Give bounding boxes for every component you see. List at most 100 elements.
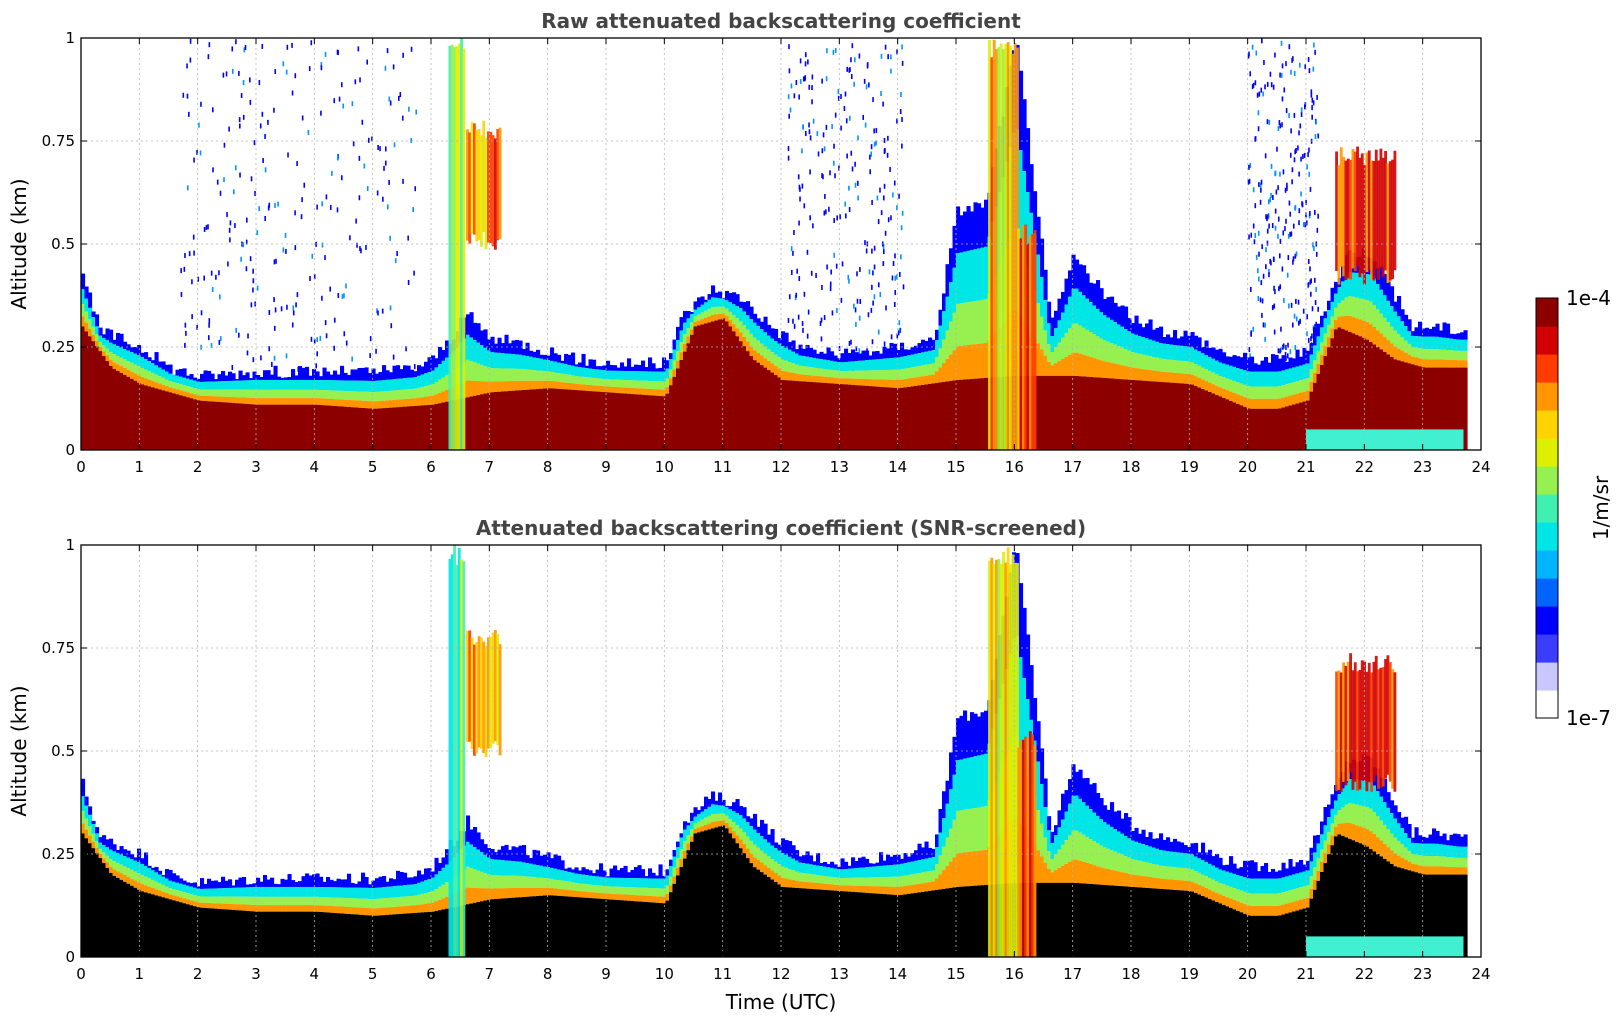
boundary-layer-cell: [861, 892, 866, 957]
boundary-layer-cell: [1421, 874, 1426, 957]
boundary-layer-cell: [1358, 273, 1363, 299]
boundary-layer-cell: [497, 381, 502, 392]
boundary-layer-cell: [91, 317, 96, 327]
boundary-layer-cell: [767, 349, 772, 361]
boundary-layer-cell: [1425, 336, 1430, 350]
boundary-layer-cell: [1449, 857, 1454, 867]
boundary-layer-cell: [280, 398, 285, 405]
boundary-layer-cell: [1204, 355, 1209, 370]
boundary-layer-cell: [1190, 347, 1195, 363]
noise-speck: [246, 350, 249, 356]
noise-speck: [352, 141, 355, 147]
boundary-layer-cell: [1264, 893, 1269, 906]
boundary-layer-cell: [224, 909, 229, 957]
boundary-layer-cell: [830, 876, 835, 885]
boundary-layer-cell: [539, 877, 544, 888]
elevated-layer-cell: [457, 43, 461, 450]
boundary-layer-cell: [1229, 886, 1234, 899]
boundary-layer-cell: [613, 386, 618, 393]
boundary-layer-cell: [399, 406, 404, 450]
noise-speck: [381, 308, 384, 314]
noise-speck: [1294, 149, 1296, 155]
boundary-layer-cell: [539, 887, 544, 896]
noise-speck: [826, 264, 828, 270]
boundary-layer-cell: [798, 365, 803, 375]
noise-speck: [394, 258, 397, 264]
boundary-layer-cell: [1089, 282, 1094, 303]
boundary-layer-cell: [693, 823, 698, 829]
boundary-layer-cell: [1075, 376, 1080, 450]
boundary-layer-cell: [385, 370, 390, 380]
boundary-layer-cell: [1183, 330, 1188, 347]
boundary-layer-cell: [1348, 803, 1353, 823]
noise-speck: [840, 297, 843, 303]
boundary-layer-cell: [231, 896, 236, 905]
boundary-layer-cell: [697, 832, 702, 957]
boundary-layer-cell: [1281, 370, 1286, 386]
elevated-layer-cell: [999, 43, 1003, 450]
noise-speck: [868, 269, 871, 275]
boundary-layer-cell: [1253, 398, 1258, 409]
boundary-layer-cell: [1148, 339, 1153, 357]
boundary-layer-cell: [147, 361, 152, 372]
noise-speck: [1279, 348, 1281, 354]
boundary-layer-cell: [361, 380, 366, 392]
boundary-layer-cell: [683, 829, 688, 842]
boundary-layer-cell: [445, 849, 450, 865]
boundary-layer-cell: [361, 391, 366, 401]
boundary-layer-cell: [1211, 347, 1216, 359]
boundary-layer-cell: [1232, 909, 1237, 957]
boundary-layer-cell: [1288, 405, 1293, 450]
boundary-layer-cell: [756, 859, 761, 870]
boundary-layer-cell: [1393, 866, 1398, 957]
elevated-layer-cell: [462, 48, 466, 450]
boundary-layer-cell: [1040, 349, 1045, 376]
boundary-layer-cell: [333, 405, 338, 450]
boundary-layer-cell: [630, 887, 635, 895]
boundary-layer-cell: [1166, 889, 1171, 957]
boundary-layer-cell: [270, 905, 275, 912]
noise-speck: [850, 150, 853, 156]
boundary-layer-cell: [333, 380, 338, 391]
noise-speck: [321, 201, 323, 207]
boundary-layer-cell: [1236, 889, 1241, 902]
boundary-layer-cell: [882, 877, 887, 887]
boundary-layer-cell: [609, 868, 614, 878]
boundary-layer-cell: [508, 898, 513, 957]
boundary-layer-cell: [1040, 783, 1045, 824]
boundary-layer-cell: [1162, 371, 1167, 383]
boundary-layer-cell: [536, 887, 541, 897]
boundary-layer-cell: [1376, 816, 1381, 838]
boundary-layer-cell: [1061, 291, 1066, 313]
boundary-layer-cell: [966, 720, 971, 758]
boundary-layer-cell: [1397, 295, 1402, 317]
noise-speck: [367, 137, 370, 143]
boundary-layer-cell: [273, 911, 278, 957]
boundary-layer-cell: [924, 340, 929, 352]
boundary-layer-cell: [179, 878, 184, 884]
boundary-layer-cell: [161, 369, 166, 378]
boundary-layer-cell: [819, 889, 824, 957]
boundary-layer-cell: [907, 862, 912, 875]
boundary-layer-cell: [840, 869, 845, 879]
boundary-layer-cell: [238, 380, 243, 390]
boundary-layer-cell: [644, 371, 649, 381]
y-tick-label: 1: [65, 29, 75, 47]
noise-speck: [890, 54, 892, 60]
noise-speck: [1310, 336, 1312, 342]
noise-speck: [859, 298, 862, 304]
boundary-layer-cell: [690, 334, 695, 450]
noise-speck: [901, 44, 903, 50]
boundary-layer-cell: [308, 896, 313, 906]
boundary-layer-cell: [1250, 915, 1255, 957]
boundary-layer-cell: [707, 815, 712, 824]
boundary-layer-cell: [305, 873, 310, 887]
panel1-grid: [81, 38, 1481, 450]
boundary-layer-cell: [403, 885, 408, 897]
boundary-layer-cell: [571, 896, 576, 957]
boundary-layer-cell: [1369, 342, 1374, 450]
boundary-layer-cell: [406, 398, 411, 407]
boundary-layer-cell: [669, 385, 674, 450]
boundary-layer-cell: [1239, 357, 1244, 370]
